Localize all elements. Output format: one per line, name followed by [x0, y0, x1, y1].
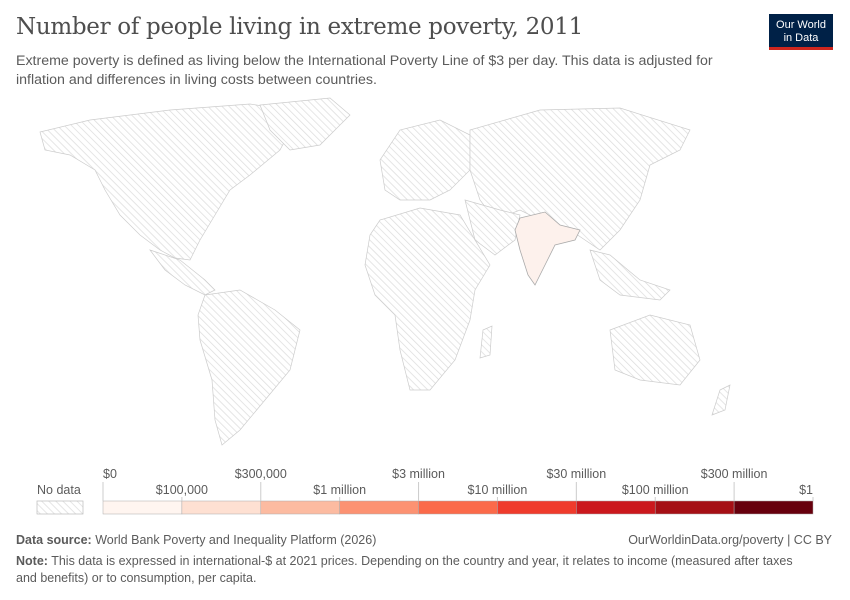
logo-line2: in Data [783, 32, 819, 44]
owid-logo[interactable]: Our World in Data [769, 14, 833, 50]
legend-label: $1 [799, 483, 813, 497]
legend-label: $30 million [546, 467, 607, 481]
legend-bin[interactable] [418, 500, 498, 515]
legend-no-data-swatch [36, 500, 84, 515]
south-america[interactable] [197, 289, 301, 446]
legend-label: $300,000 [234, 467, 287, 481]
madagascar[interactable] [479, 325, 493, 359]
legend-bin[interactable] [497, 500, 577, 515]
legend-label: $300 million [700, 467, 768, 481]
central-america[interactable] [149, 249, 216, 296]
africa[interactable] [364, 207, 491, 391]
legend-bin[interactable] [654, 500, 735, 515]
world-map[interactable] [0, 90, 850, 455]
legend-label: $100 million [621, 483, 689, 497]
legend-bin[interactable] [339, 500, 419, 515]
greenland[interactable] [259, 97, 351, 151]
note-text: This data is expressed in international-… [16, 554, 793, 585]
legend-bin[interactable] [102, 500, 183, 515]
australia[interactable] [609, 314, 701, 386]
legend-bin[interactable] [181, 500, 262, 515]
source-text: World Bank Poverty and Inequality Platfo… [95, 533, 377, 547]
north-america[interactable] [39, 103, 301, 261]
legend [36, 482, 814, 515]
source-label: Data source: [16, 533, 92, 547]
legend-label: $1 million [313, 483, 367, 497]
legend-bin[interactable] [260, 500, 340, 515]
chart-subtitle: Extreme poverty is defined as living bel… [16, 53, 713, 88]
legend-no-data-label: No data [37, 483, 81, 497]
europe[interactable] [379, 119, 471, 201]
note-label: Note: [16, 554, 48, 568]
legend-label: $0 [103, 467, 117, 481]
note: Note: This data is expressed in internat… [16, 553, 816, 587]
legend-bin[interactable] [576, 500, 656, 515]
legend-label: $100,000 [155, 483, 208, 497]
india[interactable] [514, 211, 581, 286]
new-zealand[interactable] [711, 384, 731, 416]
middle-east[interactable] [464, 199, 521, 256]
data-source: Data source: World Bank Poverty and Ineq… [16, 533, 376, 547]
legend-bin[interactable] [733, 500, 814, 515]
chart-title: Number of people living in extreme pover… [16, 14, 583, 40]
legend-label: $3 million [392, 467, 445, 481]
southeast-asia[interactable] [589, 249, 671, 301]
legend-label: $10 million [467, 483, 528, 497]
source-url[interactable]: OurWorldinData.org/poverty | CC BY [628, 533, 832, 547]
logo-line1: Our World [776, 19, 826, 31]
